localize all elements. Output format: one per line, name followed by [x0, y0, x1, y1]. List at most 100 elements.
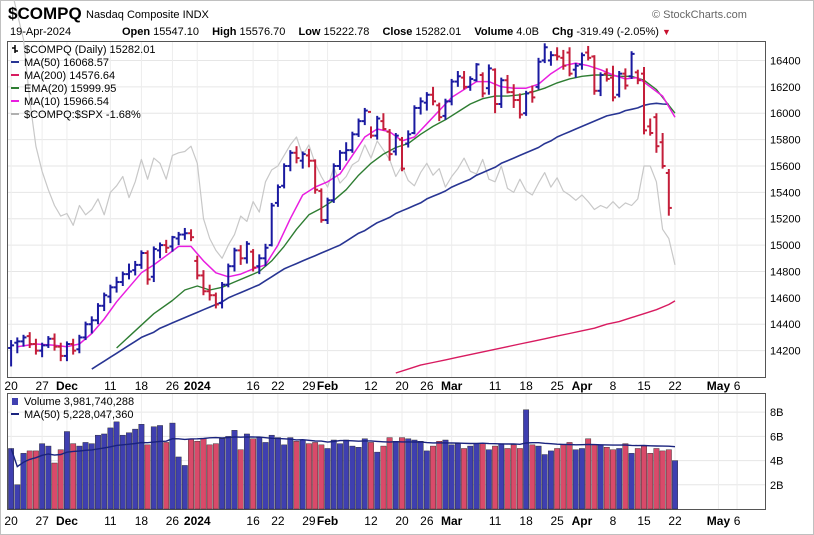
- volume-bar: [337, 443, 343, 510]
- price-bar: [647, 118, 654, 136]
- price-bar: [479, 72, 486, 98]
- volume-bar: [324, 448, 331, 510]
- date-tick-label: 15: [637, 514, 651, 528]
- volume-bar: [392, 441, 399, 510]
- price-bar: [603, 68, 610, 82]
- volume-bar: [243, 433, 250, 510]
- price-bar: [572, 63, 579, 78]
- volume-bar: [200, 438, 207, 510]
- date-tick-label: 29: [302, 514, 316, 528]
- low-label: Low: [298, 26, 321, 38]
- price-tick-label: 16400: [770, 55, 801, 67]
- volume-bar: [132, 428, 139, 510]
- price-bar: [374, 115, 381, 140]
- volume-bar: [188, 438, 194, 510]
- price-bar: [616, 71, 623, 98]
- volume-bar: [566, 442, 573, 510]
- volume-bar: [603, 447, 610, 510]
- ma200-line: [395, 300, 676, 374]
- price-bar: [386, 129, 393, 161]
- date-tick-label: May: [707, 514, 731, 528]
- price-bar: [293, 146, 300, 164]
- date-axis-top: 20 27 Dec 11 18 26 2024 16 22 29 Feb 12 20 26 Mar 11 18 2…: [4, 379, 740, 393]
- volume-bar: [622, 443, 629, 510]
- price-bar: [330, 163, 337, 203]
- legend-entry: MA(50) 16068.57: [24, 57, 109, 69]
- volume-label: Volume: [474, 26, 514, 38]
- price-bar: [535, 57, 542, 90]
- price-bar: [430, 86, 437, 106]
- volume-bar: [454, 443, 461, 510]
- volume-bar: [653, 448, 660, 510]
- volume-bar: [548, 450, 554, 510]
- volume-bar: [175, 456, 182, 510]
- volume-bar: [504, 448, 511, 510]
- volume-bar: [169, 422, 176, 510]
- volume-bar: [368, 442, 374, 510]
- price-bar: [231, 247, 238, 272]
- date-tick-label: Dec: [56, 514, 78, 528]
- high-label: High: [212, 26, 237, 38]
- price-bar: [324, 197, 331, 225]
- price-bar: [634, 69, 641, 85]
- volume-bar: [138, 424, 145, 510]
- price-bar: [318, 188, 325, 223]
- date-tick-label: 11: [489, 514, 502, 528]
- date-tick-label: 11: [104, 514, 117, 528]
- volume-bar: [256, 437, 263, 510]
- index-name: Nasdaq Composite INDX: [86, 9, 209, 21]
- price-tick-label: 15800: [770, 135, 801, 147]
- price-bar: [51, 333, 58, 351]
- price-bar: [411, 105, 418, 135]
- volume-bar: [231, 430, 238, 510]
- date-tick-label: 12: [364, 379, 378, 393]
- price-bar: [57, 342, 64, 362]
- volume-bar: [423, 450, 430, 510]
- volume-bar: [275, 437, 281, 510]
- volume-bar: [448, 444, 455, 510]
- down-arrow-icon: ▼: [661, 27, 671, 37]
- legend-entry: $COMPQ (Daily) 15282.01: [24, 44, 155, 56]
- volume-bar: [33, 450, 39, 510]
- date-tick-label: 22: [668, 379, 682, 393]
- volume-bar: [355, 447, 362, 510]
- price-bar: [243, 241, 250, 264]
- price-bar: [181, 227, 188, 240]
- price-bar: [299, 151, 306, 169]
- volume-bar: [517, 448, 523, 510]
- legend-entry: MA(10) 15966.54: [24, 96, 109, 108]
- volume-bar: [281, 444, 288, 510]
- volume-bar: [250, 438, 256, 510]
- quote-summary: Open 15547.10 High 15576.70 Low 15222.78 Cl…: [122, 26, 671, 38]
- date-tick-label: 18: [135, 514, 149, 528]
- date-tick-label: 8: [610, 514, 617, 528]
- date-tick-label: 18: [135, 379, 149, 393]
- date-tick-label: Dec: [56, 379, 78, 393]
- price-bar: [157, 242, 164, 259]
- price-bar: [219, 282, 226, 309]
- ma50-line: [91, 102, 669, 370]
- price-bar: [585, 45, 592, 61]
- price-bar: [380, 113, 387, 131]
- volume-bar: [461, 448, 467, 510]
- price-bar: [287, 150, 294, 172]
- price-bar: [144, 250, 151, 285]
- high-value: 15576.70: [239, 26, 286, 38]
- price-bar: [473, 63, 480, 82]
- volume-bar: [181, 465, 188, 510]
- price-bar: [504, 74, 511, 94]
- price-bar: [206, 284, 213, 301]
- price-bar: [138, 250, 145, 269]
- volume-bar: [616, 448, 623, 510]
- volume-bar: [585, 438, 592, 510]
- volume-bar: [628, 453, 635, 510]
- volume-bar: [591, 444, 598, 510]
- price-bar: [262, 243, 269, 267]
- price-bar: [653, 113, 660, 153]
- price-bar: [20, 334, 27, 347]
- price-bar: [76, 334, 83, 354]
- volume-bar: [399, 437, 405, 510]
- volume-bar: [268, 434, 275, 510]
